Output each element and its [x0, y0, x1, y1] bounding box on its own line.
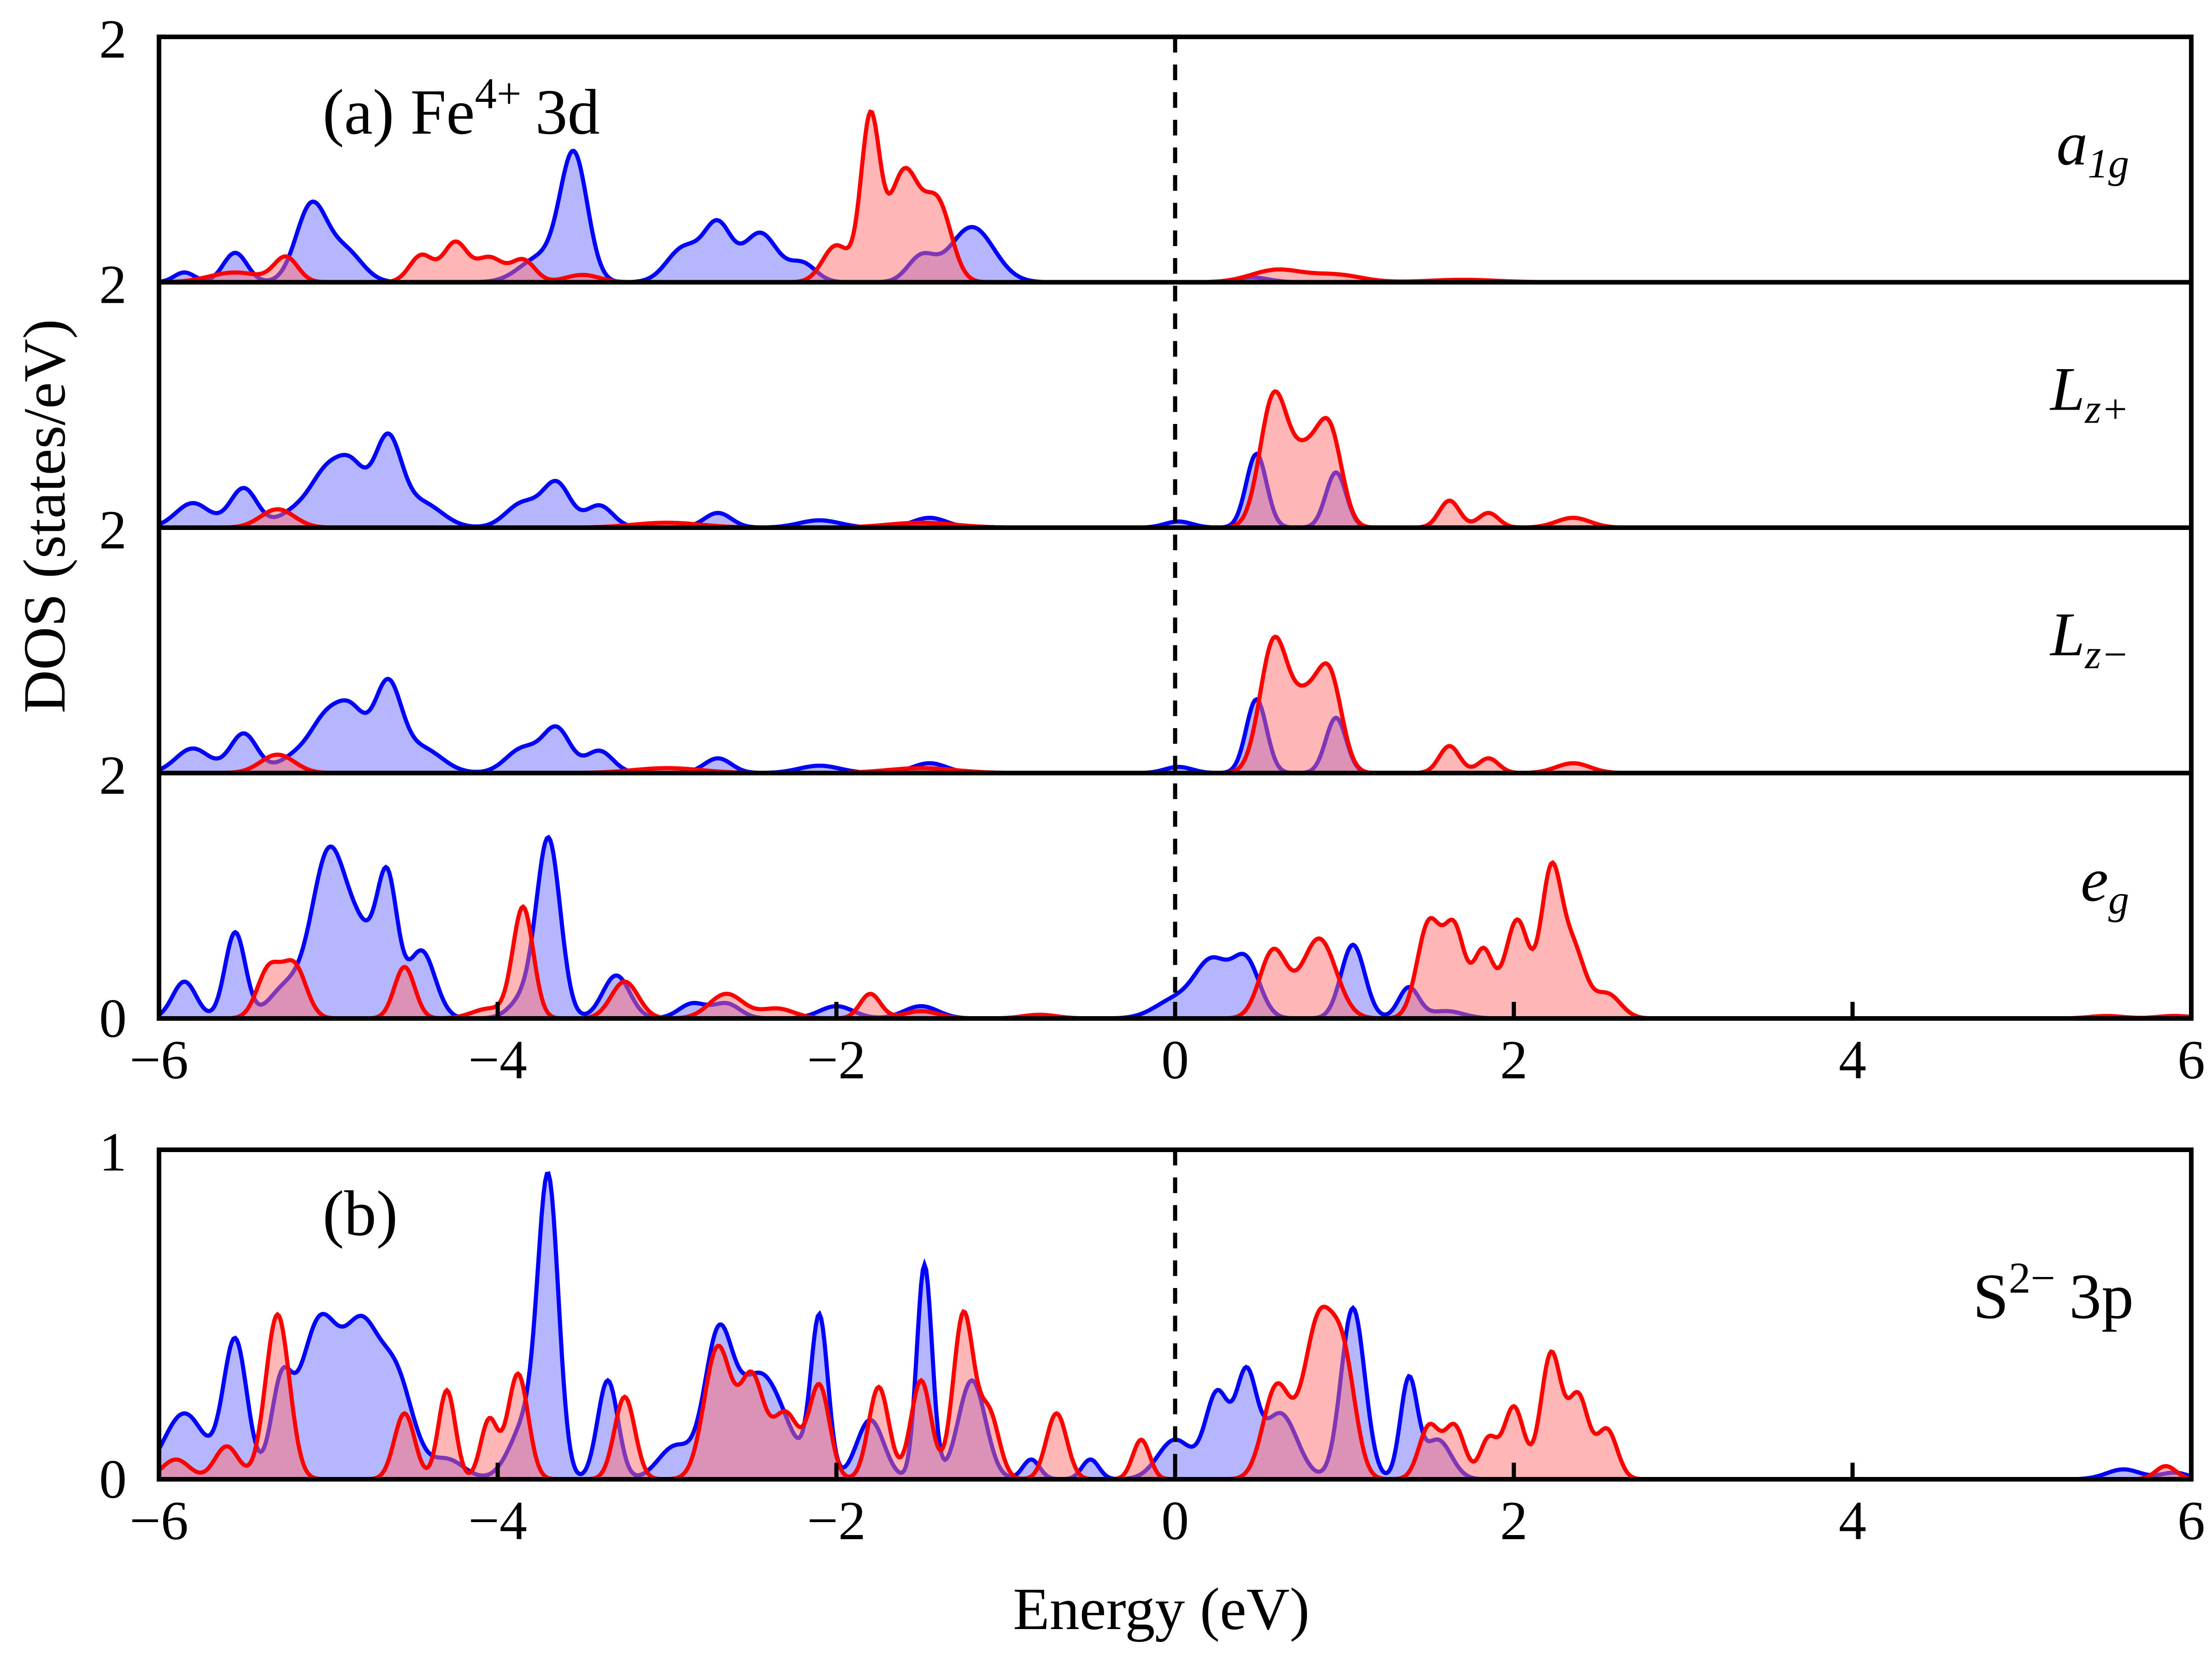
orbital-label: Lz− [2049, 600, 2129, 677]
subplot-3-spin-up-fill [159, 837, 2191, 1018]
panel-a-x-tick-label: −4 [468, 1029, 527, 1090]
panel-a-x-tick-label: 2 [1500, 1029, 1528, 1090]
panel-b: −6 −4 −2 0 2 4 6 1 0 (b) S2− 3p [99, 1121, 2205, 1551]
panel-b-x-tick-label: −4 [468, 1490, 527, 1551]
y-tick-label-top: 2 [99, 745, 127, 806]
subplot-0-spin-up-fill [159, 151, 2191, 282]
subplot-Lz−: Lz− 2 [99, 499, 2191, 775]
panel-b-x-tick-label: 6 [2177, 1490, 2205, 1551]
panel-b-spin-up-fill [159, 1173, 2191, 1479]
y-tick-label-zero: 0 [99, 1448, 127, 1510]
x-axis-label: Energy (eV) [1013, 1576, 1310, 1642]
y-tick-label-top: 1 [99, 1121, 127, 1182]
panel-a-x-tick-label: 0 [1161, 1029, 1189, 1090]
panel-a-title: (a) Fe4+ 3d [323, 69, 600, 148]
panel-a-x-tick-label: 6 [2177, 1029, 2205, 1090]
panel-a-x-tick-label: −6 [129, 1029, 188, 1090]
y-tick-label-top: 2 [99, 499, 127, 560]
orbital-label: Lz+ [2049, 355, 2129, 432]
orbital-label: eg [2081, 846, 2129, 923]
y-tick-label-zero: 0 [99, 988, 127, 1049]
subplot-eg: eg 2 0 [99, 745, 2192, 1049]
y-tick-label-top: 2 [99, 8, 127, 70]
panel-b-x-tick-label: 4 [1839, 1490, 1866, 1551]
panel-b-title: (b) [323, 1178, 398, 1249]
orbital-label: a1g [2057, 110, 2130, 187]
panel-b-x-tick-label: 2 [1500, 1490, 1528, 1551]
subplot-Lz+: Lz+ 2 [99, 254, 2191, 530]
panel-a-x-tick-label: 4 [1839, 1029, 1866, 1090]
panel-b-x-tick-label: 0 [1161, 1490, 1189, 1551]
panel-a-x-tick-label: −2 [807, 1029, 866, 1090]
subplot-1-spin-up-fill [159, 433, 2191, 528]
y-axis-label: DOS (states/eV) [12, 319, 78, 713]
subplot-2-spin-up-fill [159, 679, 2191, 773]
orbital-label: S2− 3p [1973, 1253, 2134, 1332]
panel-b-x-tick-label: −2 [807, 1490, 866, 1551]
panel-b-x-tick-label: −6 [129, 1490, 188, 1551]
y-tick-label-top: 2 [99, 254, 127, 315]
